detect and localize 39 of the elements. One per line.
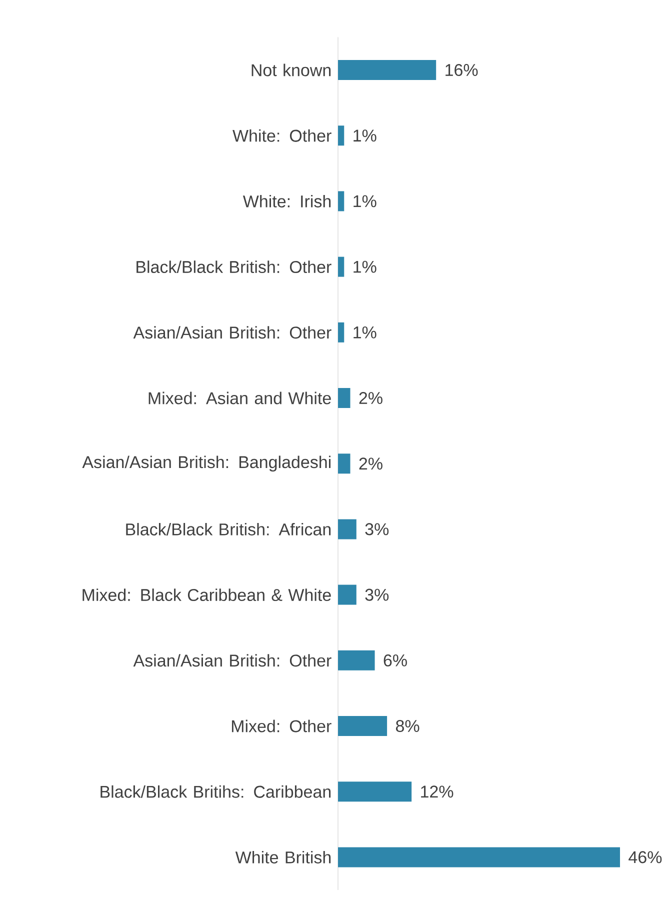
y-tick-label: Not known bbox=[252, 64, 331, 76]
y-tick-label: Black/Black Britihs: Caribbean bbox=[100, 785, 331, 798]
data-label: 6% bbox=[384, 654, 407, 666]
bar bbox=[338, 847, 620, 868]
bar bbox=[338, 519, 356, 540]
bar bbox=[338, 584, 356, 605]
y-tick-label: Mixed: Black Caribbean & White bbox=[82, 588, 331, 602]
data-label: 1% bbox=[354, 260, 376, 273]
y-tick-label: Mixed: Asian and White bbox=[148, 392, 331, 404]
bar bbox=[338, 650, 375, 670]
data-label: 12% bbox=[421, 786, 454, 798]
y-tick-label: Asian/Asian British: Other bbox=[133, 654, 332, 667]
y-tick-label: White: Irish bbox=[242, 194, 331, 208]
y-tick-label: Asian/Asian British: Bangladeshi bbox=[82, 456, 330, 472]
data-label: 2% bbox=[359, 458, 382, 470]
bar bbox=[338, 60, 436, 80]
bar bbox=[338, 782, 412, 802]
bar bbox=[338, 322, 344, 342]
data-label: 1% bbox=[354, 130, 376, 142]
data-label: 3% bbox=[365, 588, 389, 601]
data-label: 8% bbox=[396, 720, 420, 732]
bar bbox=[338, 716, 388, 736]
data-label: 1% bbox=[354, 326, 376, 338]
data-label: 1% bbox=[354, 195, 376, 208]
data-label: 16% bbox=[446, 64, 478, 76]
y-tick-label: Mixed: Other bbox=[232, 720, 332, 732]
bar bbox=[338, 126, 344, 146]
y-tick-label: Black/Black British: African bbox=[126, 522, 331, 536]
bar bbox=[338, 454, 350, 474]
data-label: 3% bbox=[365, 523, 389, 536]
bar bbox=[338, 191, 344, 212]
y-tick-label: Black/Black British: Other bbox=[136, 260, 332, 274]
y-tick-label: White British bbox=[235, 850, 331, 864]
data-label: 46% bbox=[628, 851, 662, 864]
bar bbox=[338, 388, 350, 408]
y-tick-label: White: Other bbox=[232, 129, 332, 142]
data-label: 2% bbox=[359, 392, 382, 404]
y-tick-label: Asian/Asian British: Other bbox=[133, 326, 332, 339]
bar bbox=[338, 256, 344, 277]
